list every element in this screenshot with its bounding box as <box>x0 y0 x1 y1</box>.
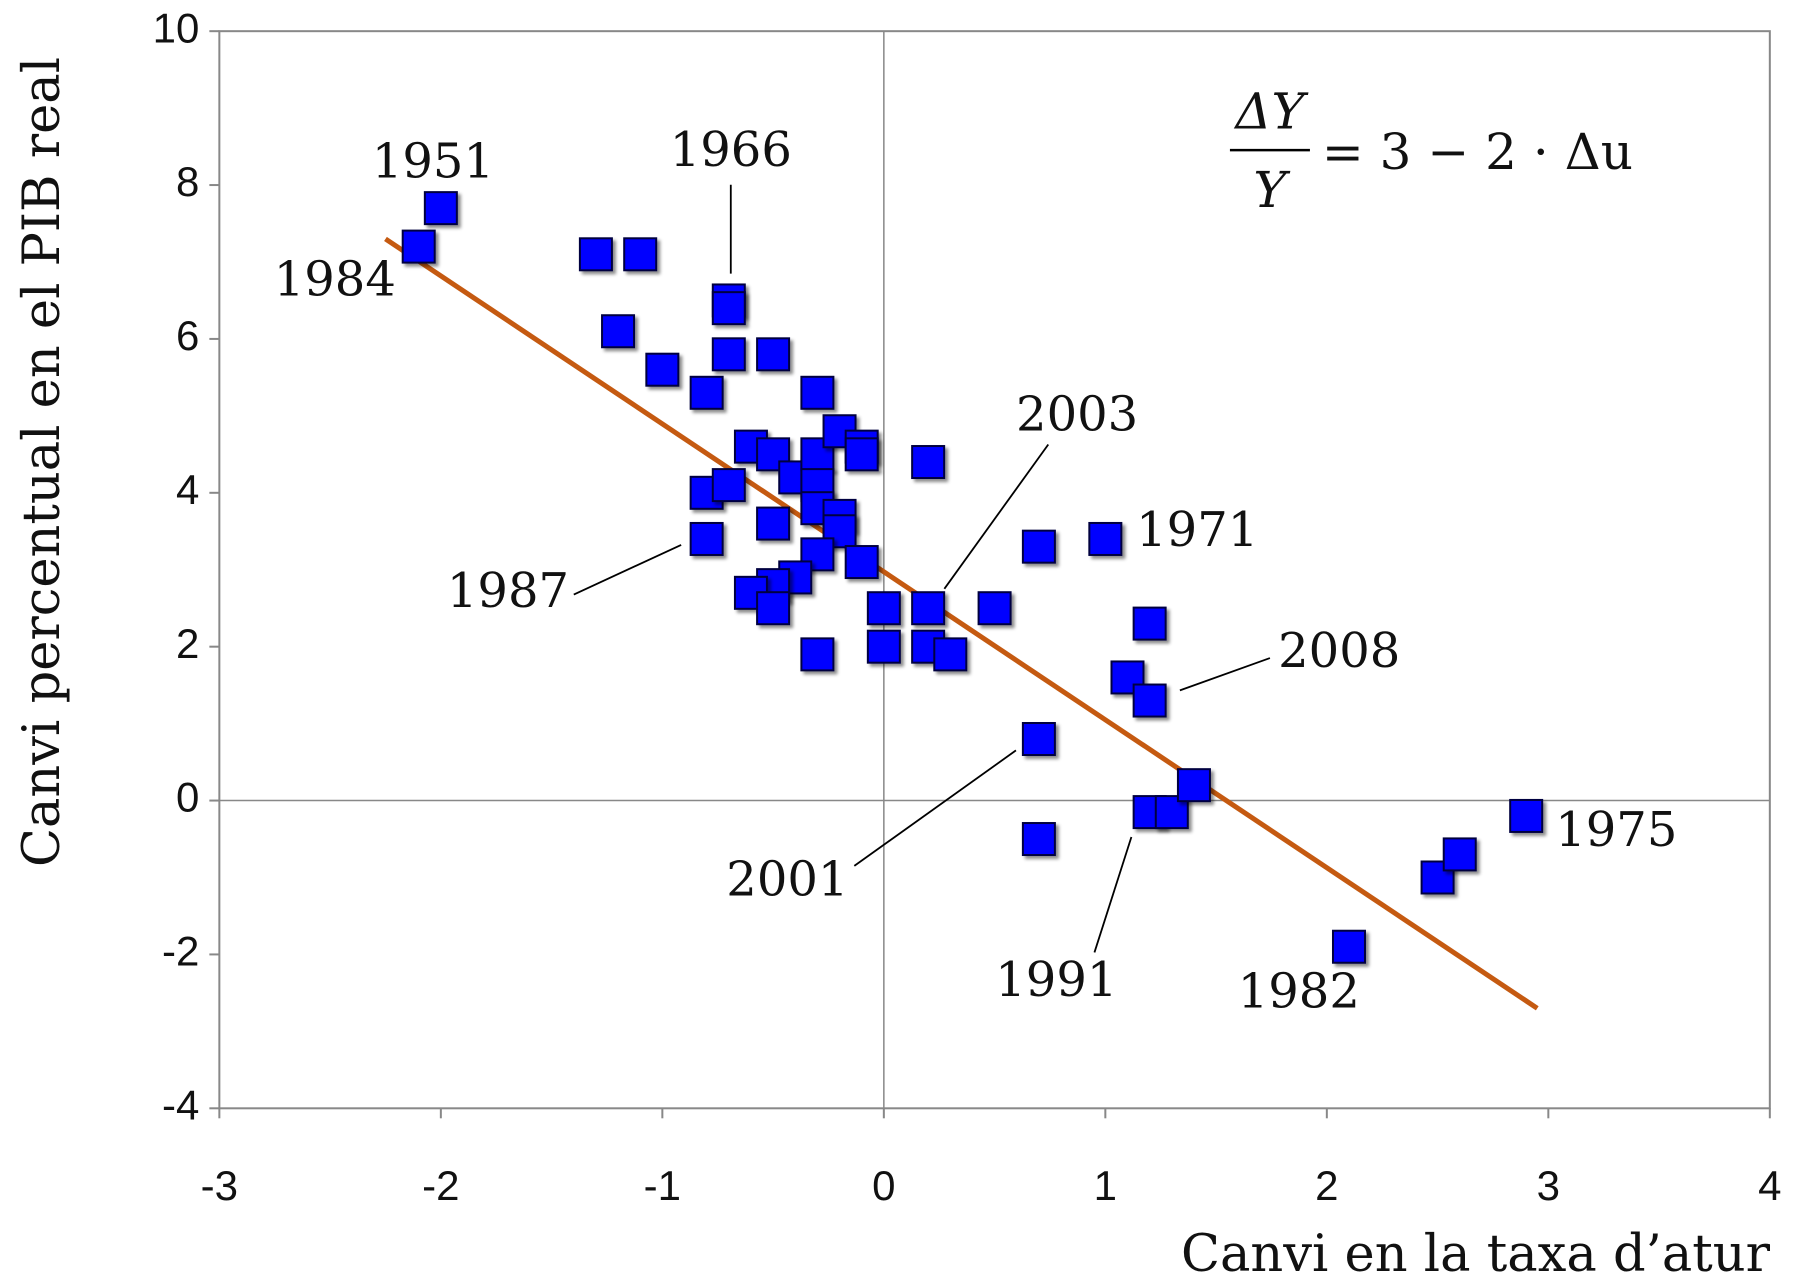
point <box>1442 837 1477 872</box>
point <box>689 375 724 410</box>
annotation: 1984 <box>274 251 396 307</box>
point <box>800 375 835 410</box>
x-tick-label: -2 <box>422 1162 459 1209</box>
x-axis-title: Canvi en la taxa d’atur <box>1181 1225 1771 1282</box>
point <box>844 437 879 472</box>
point <box>711 468 746 503</box>
point <box>911 591 946 626</box>
plot-frame <box>218 30 1771 1110</box>
point <box>800 637 835 672</box>
y-tick-label: -4 <box>162 1081 199 1128</box>
leader-line <box>1093 836 1133 953</box>
y-tick-label: -2 <box>162 928 199 975</box>
leader-line <box>1179 657 1271 692</box>
y-tick-label: 8 <box>176 158 199 205</box>
y-tick-label: 0 <box>176 774 199 821</box>
point <box>1331 929 1366 964</box>
fit-line <box>384 236 1539 1011</box>
point <box>1176 768 1211 803</box>
y-tick-label: 6 <box>176 312 199 359</box>
annotation: 2003 <box>1016 386 1138 442</box>
point <box>933 637 968 672</box>
x-tick-label: 4 <box>1758 1162 1781 1209</box>
point <box>623 237 658 272</box>
leader-line <box>573 544 682 596</box>
y-tick-label: 2 <box>176 620 199 667</box>
x-tick-label: 3 <box>1537 1162 1560 1209</box>
y-tick-label: 10 <box>153 4 200 51</box>
annotation: 1975 <box>1555 802 1677 858</box>
x-tick-label: 0 <box>872 1162 895 1209</box>
point <box>756 591 791 626</box>
point <box>1132 683 1167 718</box>
point <box>1021 722 1056 757</box>
equation-rhs: = 3 − 2 · Δu <box>1322 123 1633 181</box>
point <box>911 445 946 480</box>
y-axis-title: Canvi percentual en el PIB real <box>13 57 72 867</box>
annotation: 1971 <box>1136 502 1258 558</box>
annotation: 1991 <box>995 952 1117 1008</box>
x-tick-label: -3 <box>201 1162 238 1209</box>
point <box>756 437 791 472</box>
point <box>601 314 636 349</box>
point <box>1088 521 1123 556</box>
point <box>756 337 791 372</box>
point <box>711 291 746 326</box>
leader-line <box>853 749 1017 867</box>
point <box>1021 822 1056 857</box>
point <box>645 352 680 387</box>
point <box>689 521 724 556</box>
point <box>1509 798 1544 833</box>
annotation: 1987 <box>447 563 569 619</box>
annotation: 1951 <box>372 134 494 190</box>
point <box>844 545 879 580</box>
x-tick-label: 1 <box>1094 1162 1117 1209</box>
annotation: 1966 <box>670 122 792 178</box>
equation-denominator: Y <box>1253 161 1290 219</box>
annotation: 2001 <box>726 852 848 908</box>
point <box>756 506 791 541</box>
point <box>866 591 901 626</box>
point <box>401 229 436 264</box>
point <box>1132 606 1167 641</box>
x-tick-label: 2 <box>1315 1162 1338 1209</box>
point <box>977 591 1012 626</box>
point <box>711 337 746 372</box>
point <box>423 191 458 226</box>
y-tick-label: 4 <box>176 466 199 513</box>
equation-numerator: ΔY <box>1233 82 1308 140</box>
annotation: 2008 <box>1278 623 1400 679</box>
leader-line <box>943 443 1050 590</box>
point <box>1021 529 1056 564</box>
x-tick-label: -1 <box>644 1162 681 1209</box>
point <box>866 629 901 664</box>
point <box>578 237 613 272</box>
annotation: 1982 <box>1238 964 1360 1020</box>
